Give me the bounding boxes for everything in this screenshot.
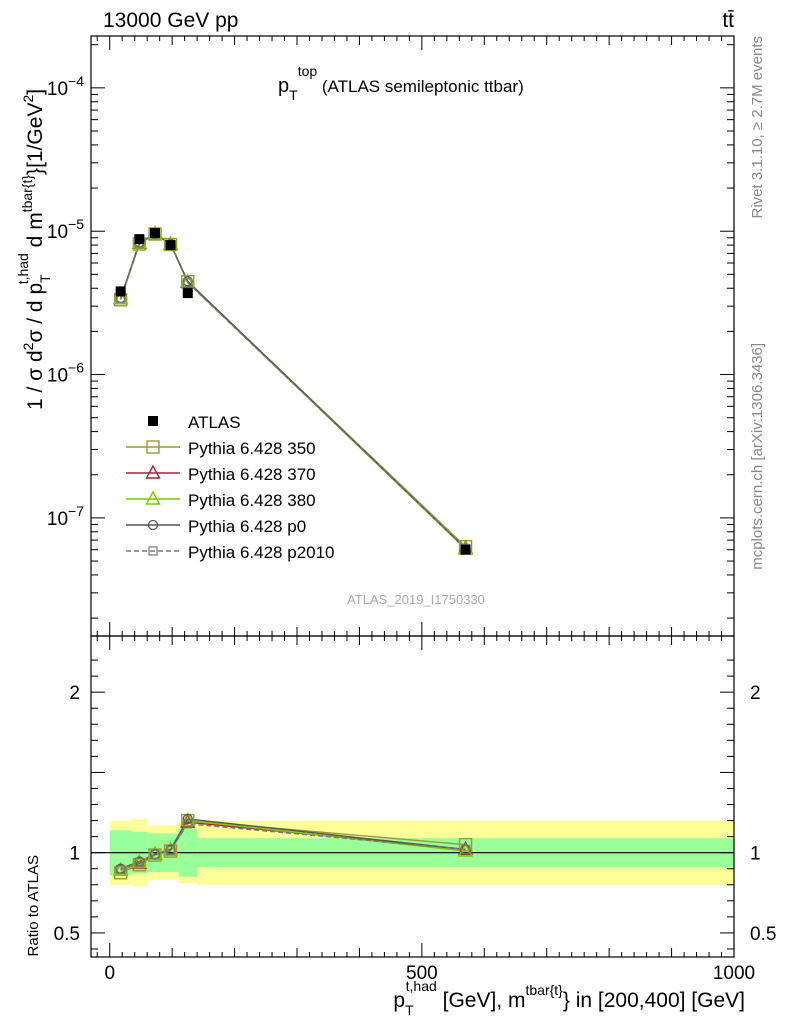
legend-marker-2 xyxy=(145,490,161,505)
rivet-label: Rivet 3.1.10, ≥ 2.7M events xyxy=(749,36,766,219)
ratio-y-axis-label: Ratio to ATLAS xyxy=(25,855,42,956)
y-tick-label: 10−4 xyxy=(47,73,84,100)
legend-label-4: Pythia 6.428 p2010 xyxy=(188,543,335,562)
legend-marker-4 xyxy=(148,546,158,556)
ratio-point-3 xyxy=(182,813,193,825)
legend-marker-1 xyxy=(145,464,161,479)
legend-label-0: Pythia 6.428 350 xyxy=(188,439,316,458)
ratio-y-tick-label: 1 xyxy=(69,844,80,865)
data-point xyxy=(165,240,176,251)
x-tick-label: 0 xyxy=(104,963,115,984)
ratio-y-tick-label-right: 0.5 xyxy=(750,924,776,945)
y-axis-label: 1 / σ d2σ / d pTt,had d mtbar{t}}[1/GeV2… xyxy=(15,89,53,410)
ratio-point-4 xyxy=(134,857,144,867)
legend-label-3: Pythia 6.428 p0 xyxy=(188,517,306,536)
y-tick-label: 10−6 xyxy=(47,360,84,387)
y-tick-label: 10−5 xyxy=(47,216,84,243)
x-tick-label: 500 xyxy=(406,963,438,984)
ratio-point-4 xyxy=(165,845,176,855)
series-point-2 xyxy=(112,290,129,305)
axes: 0 500 1000 10−7 10−6 10−5 10−4 0.5 0.5 1 1 2 2 xyxy=(47,35,776,984)
legend-marker-0 xyxy=(146,440,160,454)
header-right: tt̄ xyxy=(722,9,734,32)
svg-text:1 / σ d2σ / d pTt,had d mtbar{: 1 / σ d2σ / d pTt,had d mtbar{t}}[1/GeV2… xyxy=(15,89,53,410)
legend-marker-3 xyxy=(147,519,159,531)
data-point xyxy=(460,544,471,555)
ratio-point-4 xyxy=(460,844,471,855)
svg-text:pTtop (ATLAS semileptonic ttba: pTtop (ATLAS semileptonic ttbar) xyxy=(278,63,524,103)
x-tick-label: 1000 xyxy=(713,963,755,984)
ratio-point-0 xyxy=(458,837,473,852)
mcplots-label: mcplots.cern.ch [arXiv:1306.3436] xyxy=(749,343,766,570)
legend-label-2: Pythia 6.428 380 xyxy=(188,491,316,510)
legend: ATLAS Pythia 6.428 350 Pythia 6.428 370 Pyt… xyxy=(126,413,335,562)
x-axis-label: pTt,had [GeV], mtbar{t}} in [200,400] [G… xyxy=(393,978,745,1018)
ratio-y-tick-label: 2 xyxy=(69,683,80,704)
ratio-plot-frame xyxy=(90,635,735,958)
ratio-point-2 xyxy=(112,861,129,877)
series-line-4 xyxy=(119,232,467,549)
ratio-point-1 xyxy=(180,813,196,828)
header-left: 13000 GeV pp xyxy=(103,9,238,32)
legend-marker-atlas xyxy=(148,416,158,426)
legend-label-1: Pythia 6.428 370 xyxy=(188,465,316,484)
ratio-point-4 xyxy=(150,849,160,859)
ratio-point-2 xyxy=(162,841,179,856)
svg-text:pTt,had [GeV], mtbar{t}} in [2: pTt,had [GeV], mtbar{t}} in [200,400] [G… xyxy=(393,978,745,1018)
data-point xyxy=(134,234,145,245)
data-point xyxy=(115,286,126,297)
watermark: ATLAS_2019_I1750330 xyxy=(347,592,485,607)
chart-title: pTtop (ATLAS semileptonic ttbar) xyxy=(278,63,524,103)
ratio-line-4 xyxy=(120,823,466,871)
series-lines xyxy=(119,232,467,874)
ratio-point-4 xyxy=(116,864,126,875)
ratio-y-tick-label: 0.5 xyxy=(54,924,80,945)
ratio-point-0 xyxy=(148,848,162,862)
data-markers xyxy=(112,225,474,880)
ratio-point-2 xyxy=(457,842,474,857)
series-point-4 xyxy=(183,278,193,288)
ratio-uncertainty-bands xyxy=(91,818,734,887)
y-tick-label: 10−7 xyxy=(47,503,84,530)
ratio-point-2 xyxy=(131,853,148,869)
ratio-point-0 xyxy=(113,866,128,880)
ratio-y-tick-label-right: 1 xyxy=(750,844,761,865)
ratio-point-4 xyxy=(183,819,193,829)
legend-label-atlas: ATLAS xyxy=(188,413,241,432)
data-point xyxy=(149,228,160,239)
data-point xyxy=(182,288,193,299)
ratio-y-tick-label-right: 2 xyxy=(750,683,761,704)
